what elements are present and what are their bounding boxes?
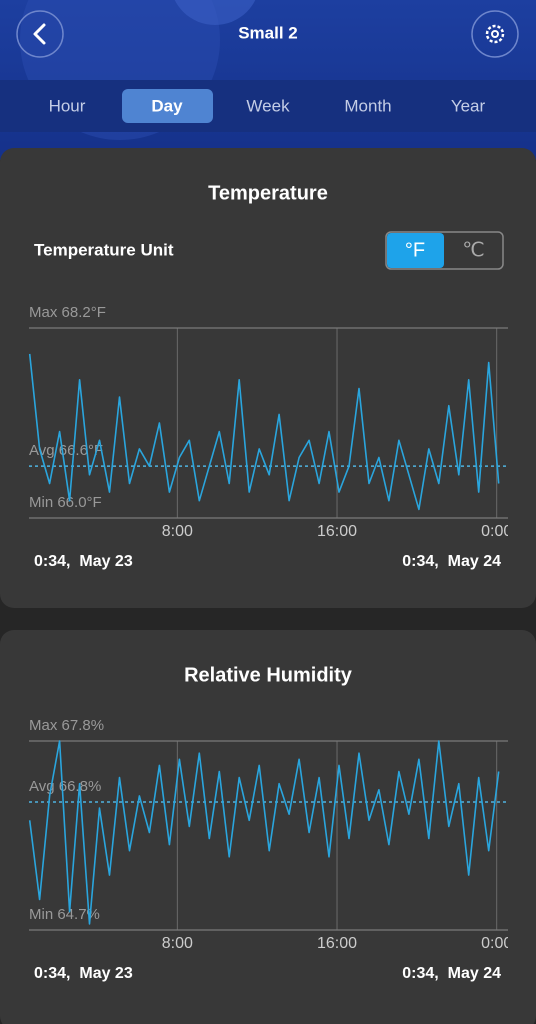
toggle-border xyxy=(385,231,504,270)
tab[interactable]: Hour xyxy=(49,96,86,115)
y-tick-label: Min 64.7% xyxy=(29,906,100,923)
end-time: 0:34, May 24 xyxy=(402,965,501,982)
y-tick-label: Max 68.2°F xyxy=(29,304,106,321)
start-time: 0:34, May 23 xyxy=(34,965,133,982)
y-tick-label: Avg 66.8% xyxy=(29,778,101,795)
card-title: Relative Humidity xyxy=(184,664,353,686)
settings-button[interactable] xyxy=(471,10,519,58)
x-tick-label: 0:00 xyxy=(481,523,512,540)
toggle-option[interactable]: ℃ xyxy=(462,239,484,261)
x-tick-label: 16:00 xyxy=(317,523,357,540)
x-tick-label: 0:00 xyxy=(481,935,512,952)
tab[interactable]: Month xyxy=(344,96,391,115)
unit-label: Temperature Unit xyxy=(34,240,174,259)
temperature-card xyxy=(0,148,536,608)
card-title: Temperature xyxy=(208,182,328,204)
tab-selected-bg xyxy=(122,89,213,123)
toggle-selected xyxy=(387,233,444,268)
y-tick-label: Max 67.8% xyxy=(29,717,104,734)
data-line xyxy=(28,740,500,925)
page-title: Small 2 xyxy=(238,23,298,42)
x-tick-label: 16:00 xyxy=(317,935,357,952)
toggle-option[interactable]: °F xyxy=(405,239,425,261)
data-line xyxy=(28,353,500,511)
tab[interactable]: Week xyxy=(246,96,290,115)
tab[interactable]: Year xyxy=(451,96,486,115)
tab[interactable]: Day xyxy=(151,96,183,115)
back-button[interactable] xyxy=(16,10,64,58)
humidity-card xyxy=(0,630,536,1024)
y-tick-label: Avg 66.6°F xyxy=(29,442,103,459)
decor xyxy=(174,0,256,25)
start-time: 0:34, May 23 xyxy=(34,553,133,570)
end-time: 0:34, May 24 xyxy=(402,553,501,570)
tab-bar xyxy=(0,80,536,132)
x-tick-label: 8:00 xyxy=(162,523,193,540)
x-tick-label: 8:00 xyxy=(162,935,193,952)
y-tick-label: Min 66.0°F xyxy=(29,494,102,511)
